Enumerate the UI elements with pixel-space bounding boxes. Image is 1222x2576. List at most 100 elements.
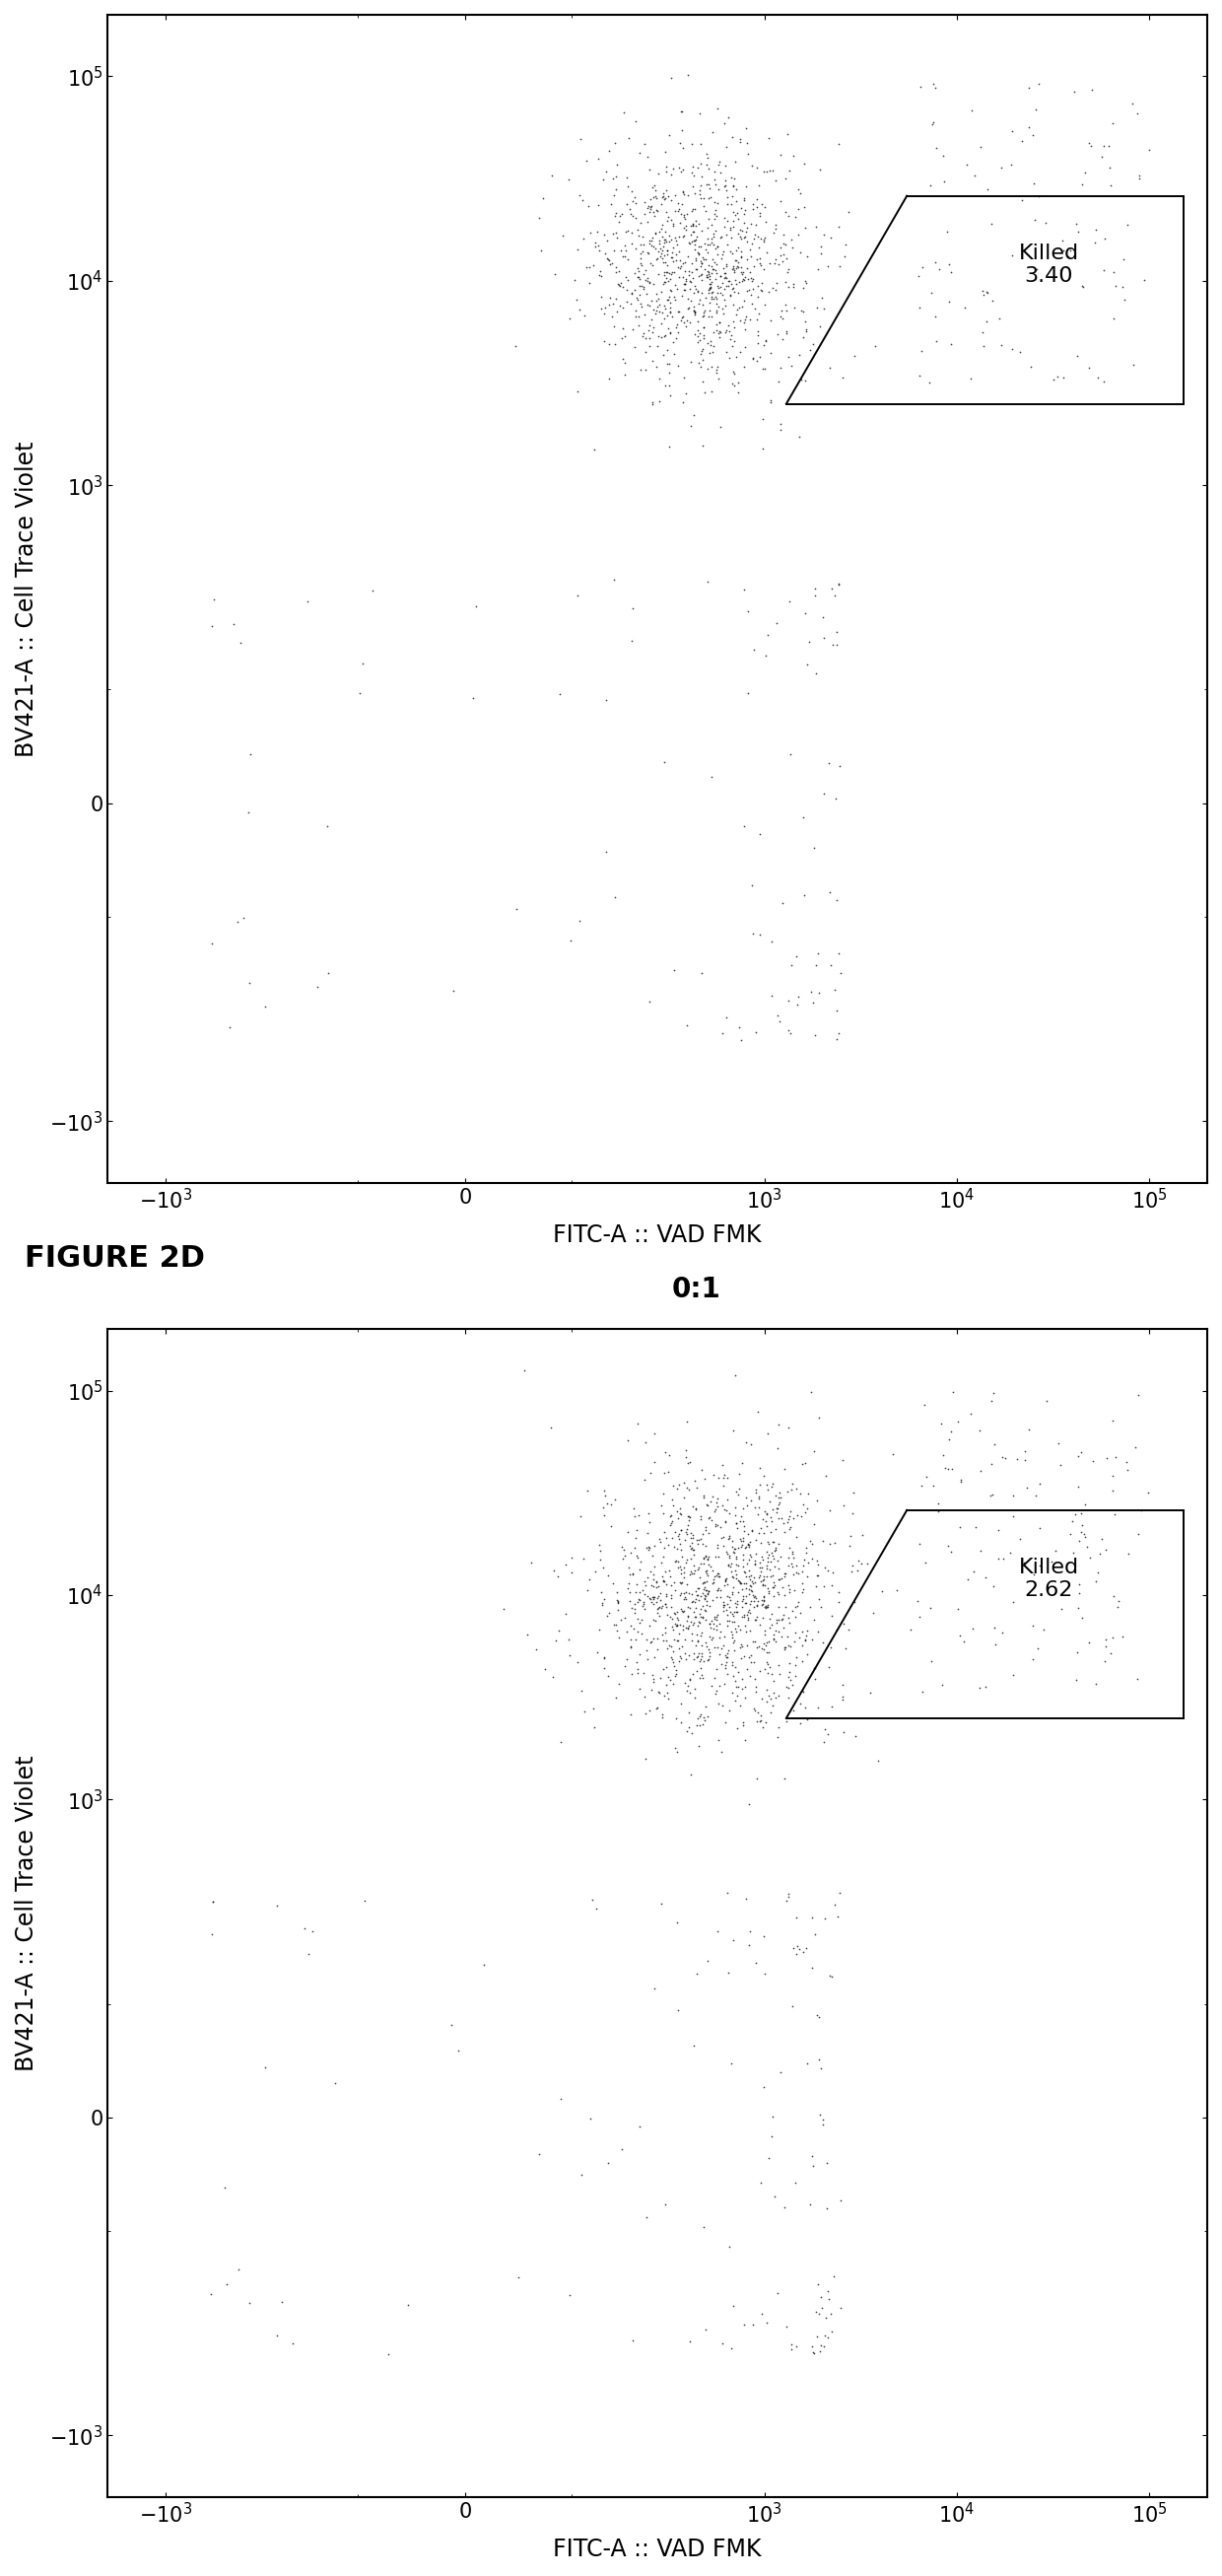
Point xyxy=(982,1473,1002,1515)
Point xyxy=(679,1672,699,1713)
Point xyxy=(671,124,690,165)
Point xyxy=(761,920,781,961)
Point xyxy=(631,283,650,325)
Point xyxy=(1017,1466,1036,1507)
Point xyxy=(218,2264,237,2306)
Point xyxy=(1095,1641,1114,1682)
Point xyxy=(756,1587,776,1628)
Point xyxy=(761,332,781,374)
Point xyxy=(804,1504,824,1546)
Point xyxy=(695,1574,715,1615)
Point xyxy=(700,1497,720,1538)
Point xyxy=(693,330,712,371)
Point xyxy=(758,1538,777,1579)
Point xyxy=(921,1641,941,1682)
Point xyxy=(656,1620,676,1662)
Point xyxy=(745,1620,765,1662)
Point xyxy=(755,1610,775,1651)
Point xyxy=(732,1525,752,1566)
Point xyxy=(657,1628,677,1669)
Point xyxy=(799,621,819,662)
Point xyxy=(686,247,705,289)
Point xyxy=(637,1631,656,1672)
Point xyxy=(650,283,670,325)
Point xyxy=(645,1636,665,1677)
Point xyxy=(655,286,675,327)
Point xyxy=(736,1610,755,1651)
Point xyxy=(771,410,791,451)
Point xyxy=(697,162,716,204)
Point xyxy=(635,1561,655,1602)
Point xyxy=(1068,1435,1088,1476)
Point xyxy=(782,1986,802,2027)
Point xyxy=(722,1641,742,1682)
Point xyxy=(683,1592,703,1633)
Point xyxy=(715,165,734,206)
Point xyxy=(687,1466,706,1507)
Point xyxy=(738,124,758,165)
Point xyxy=(626,1592,645,1633)
Point xyxy=(655,1432,675,1473)
Point xyxy=(398,2285,418,2326)
Point xyxy=(655,263,675,304)
Point xyxy=(802,1947,821,1989)
Point xyxy=(660,286,679,327)
Point xyxy=(643,167,662,209)
Point xyxy=(741,1566,760,1607)
Point xyxy=(693,1522,712,1564)
Point xyxy=(748,1391,767,1432)
Point xyxy=(684,1553,704,1595)
Point xyxy=(692,1633,711,1674)
Point xyxy=(644,1618,664,1659)
Point xyxy=(792,1613,811,1654)
Point xyxy=(677,1600,697,1641)
Point xyxy=(758,1522,777,1564)
Point xyxy=(721,1551,741,1592)
Point xyxy=(612,1525,632,1566)
Point xyxy=(759,1574,778,1615)
Point xyxy=(699,1628,719,1669)
Point xyxy=(692,1654,711,1695)
Point xyxy=(785,289,804,330)
Point xyxy=(598,1654,617,1695)
Point xyxy=(792,1497,811,1538)
Point xyxy=(569,289,589,330)
Point xyxy=(688,309,708,350)
Point xyxy=(693,1597,712,1638)
Point xyxy=(687,1574,706,1615)
Point xyxy=(655,178,675,219)
Point xyxy=(1094,250,1113,291)
Point xyxy=(659,1450,678,1492)
Point xyxy=(733,1579,753,1620)
Point xyxy=(700,1636,720,1677)
Point xyxy=(657,1656,677,1698)
Point xyxy=(774,234,793,276)
Point xyxy=(739,1636,759,1677)
Point xyxy=(635,348,655,389)
Point xyxy=(617,1613,637,1654)
Point xyxy=(660,366,679,407)
Point xyxy=(732,1625,752,1667)
Point xyxy=(665,1592,684,1633)
Point xyxy=(687,1636,706,1677)
Point xyxy=(777,291,797,332)
Point xyxy=(667,1901,687,1942)
Point xyxy=(712,273,732,314)
Point xyxy=(684,289,704,330)
Point xyxy=(643,245,662,286)
Point xyxy=(708,1528,727,1569)
Point xyxy=(668,1497,688,1538)
Point xyxy=(765,1530,785,1571)
Point xyxy=(675,1556,694,1597)
Point xyxy=(820,348,840,389)
Point xyxy=(782,1546,802,1587)
Point xyxy=(720,1538,739,1579)
Point xyxy=(803,1538,822,1579)
Point xyxy=(797,1489,816,1530)
Point xyxy=(752,183,771,224)
Point xyxy=(783,1927,803,1968)
Point xyxy=(601,1504,621,1546)
Point xyxy=(827,1896,847,1937)
Point xyxy=(760,1607,780,1649)
Point xyxy=(529,198,549,240)
